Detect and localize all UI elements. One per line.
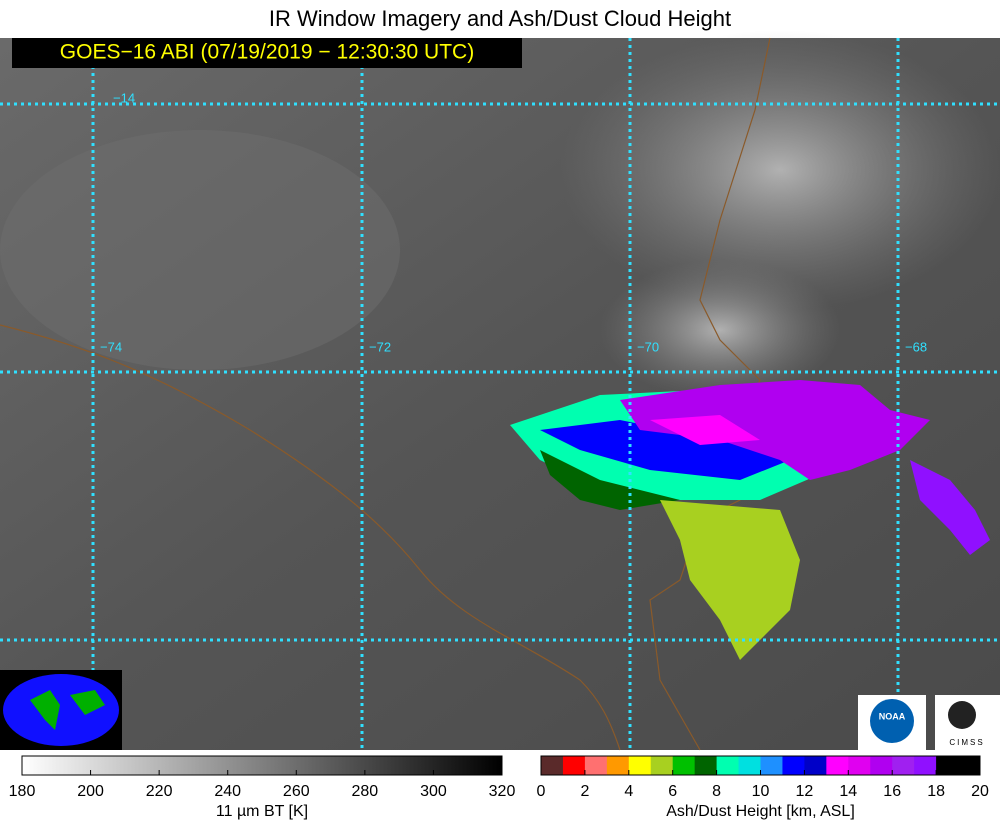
latitude-label: −14: [113, 90, 135, 105]
tick-label: 8: [712, 783, 721, 800]
colorbar-fill: [22, 756, 502, 775]
colorbar-segment: [958, 756, 981, 775]
colorbar-segment: [584, 756, 608, 775]
colorbar-segment: [672, 756, 696, 775]
colorbar-segment: [936, 756, 959, 775]
tick-label: 12: [796, 783, 814, 800]
ash-plume: [650, 415, 760, 445]
tick-label: 240: [214, 783, 241, 800]
cimss-text: CIMSS: [949, 738, 984, 747]
colorbar-segment: [760, 756, 783, 775]
colorbar-segment: [826, 756, 849, 775]
colorbar-segment: [738, 756, 761, 775]
cloud: [560, 30, 1000, 310]
map: −14 −74 −72 −70 −68 GOES−16 ABI (07/19/2…: [0, 30, 1000, 751]
colorbar-segment: [562, 756, 586, 775]
globe: [3, 674, 119, 746]
title: IR Window Imagery and Ash/Dust Cloud Hei…: [269, 6, 731, 31]
colorbar-segment: [870, 756, 893, 775]
colorbar-segment: [892, 756, 915, 775]
colorbars: 180 200 220 240 260 280 300 320 11 µm BT [K] 0 2 4 6…: [9, 755, 989, 820]
terrain: [0, 130, 400, 370]
ash-plume: [540, 420, 790, 480]
tick-label: 10: [752, 783, 770, 800]
colorbar-segment: [694, 756, 718, 775]
longitude-label: −74: [100, 339, 122, 354]
noaa-emblem: [870, 699, 914, 743]
tick-label: 200: [77, 783, 104, 800]
colorbar-segment: [650, 756, 674, 775]
cimss-emblem: [948, 701, 976, 729]
tick-label: 320: [489, 783, 516, 800]
tick-label: 18: [927, 783, 945, 800]
ash-plume: [620, 380, 930, 480]
tick-label: 0: [537, 783, 546, 800]
ash-plume: [660, 500, 800, 660]
tick-label: 4: [624, 783, 633, 800]
tick-label: 16: [883, 783, 901, 800]
tick-label: 6: [668, 783, 677, 800]
colorbar-label: Ash/Dust Height [km, ASL]: [666, 803, 855, 820]
longitude-label: −68: [905, 339, 927, 354]
noaa-text: NOAA: [879, 711, 906, 721]
ash-plume: [910, 460, 990, 555]
timestamp: GOES−16 ABI (07/19/2019 − 12:30:30 UTC): [60, 41, 474, 64]
colorbar-frame: [21, 755, 503, 776]
tick-label: 280: [352, 783, 379, 800]
cloud: [600, 260, 840, 400]
graticule: [0, 38, 1000, 750]
colorbar-segment: [606, 756, 630, 775]
tick-label: 20: [971, 783, 989, 800]
coastline: [0, 324, 621, 751]
colorbar-segment: [848, 756, 871, 775]
colorbar-segment: [782, 756, 805, 775]
tick-label: 14: [839, 783, 857, 800]
colorbar-segment: [541, 756, 564, 775]
colorbar-label: 11 µm BT [K]: [216, 803, 308, 820]
colorbar-segment: [628, 756, 652, 775]
colorbar-segment: [914, 756, 937, 775]
continents: [30, 690, 105, 730]
longitude-label: −70: [637, 339, 659, 354]
colorbar-segment: [716, 756, 740, 775]
tick-label: 2: [580, 783, 589, 800]
ash-plume: [540, 450, 680, 510]
timestamp-box: [12, 38, 522, 68]
tick-label: 220: [146, 783, 173, 800]
tick-label: 180: [9, 783, 36, 800]
colorbar-segment: [804, 756, 827, 775]
longitude-label: −72: [369, 339, 391, 354]
tick-label: 260: [283, 783, 310, 800]
tick-label: 300: [420, 783, 447, 800]
